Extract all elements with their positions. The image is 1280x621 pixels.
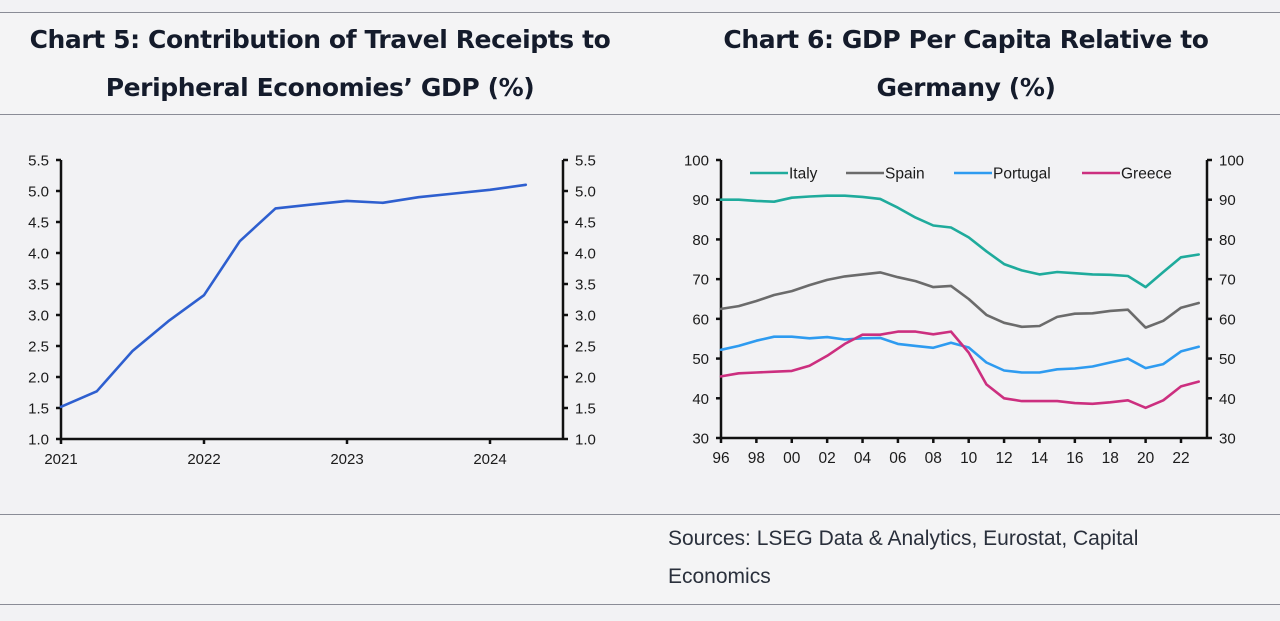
- y-tick-label-left: 70: [692, 272, 709, 289]
- chart5-svg: 1.0 1.0 1.5 1.5 2.0 2.0 2.5 2.5 3.0 3.0 3.5 3.5 4.0 4…: [28, 153, 596, 469]
- y-tick-label-left: 5.5: [28, 153, 49, 170]
- y-tick-label-right: 4.0: [575, 246, 596, 263]
- legend-label-italy: Italy: [789, 166, 818, 183]
- divider-footer-bottom: [0, 604, 1280, 605]
- x-tick-label: 18: [1102, 450, 1119, 467]
- x-tick-label: 00: [783, 450, 801, 467]
- x-tick-label: 22: [1172, 450, 1189, 467]
- y-tick-label-right: 2.0: [575, 370, 596, 387]
- y-tick-label-left: 3.0: [28, 308, 49, 325]
- x-tick-label: 16: [1066, 450, 1083, 467]
- y-tick-label-left: 2.0: [28, 370, 49, 387]
- x-tick-label: 10: [960, 450, 978, 467]
- chart5-title: Chart 5: Contribution of Travel Receipts…: [0, 14, 640, 114]
- x-tick-label: 96: [712, 450, 729, 467]
- y-tick-label-left: 100: [684, 153, 709, 170]
- x-tick-label: 06: [889, 450, 906, 467]
- sources-note: Sources: LSEG Data & Analytics, Eurostat…: [668, 520, 1268, 596]
- sources-line-1: Sources: LSEG Data & Analytics, Eurostat…: [668, 527, 1139, 550]
- y-tick-label-left: 1.5: [28, 401, 49, 418]
- series-line-travel-receipts-of-gdp: [59, 183, 528, 409]
- y-tick-label-left: 50: [692, 351, 709, 368]
- y-tick-label-left: 80: [692, 232, 709, 249]
- y-tick-label-right: 90: [1219, 192, 1236, 209]
- y-tick-label-right: 100: [1219, 153, 1244, 170]
- sources-line-2: Economics: [668, 565, 771, 588]
- chart5-title-line1: Chart 5: Contribution of Travel Receipts…: [29, 25, 611, 54]
- divider-header-bottom: [0, 114, 1280, 115]
- y-tick-label-right: 1.0: [575, 432, 596, 449]
- series-line-italy: [719, 194, 1200, 289]
- header-band: [0, 13, 1280, 114]
- series-line-greece: [719, 330, 1200, 410]
- x-tick-label: 2023: [330, 451, 363, 468]
- x-tick-label: 20: [1137, 450, 1155, 467]
- y-tick-label-right: 80: [1219, 232, 1236, 249]
- chart5-title-line2: Peripheral Economies’ GDP (%): [105, 73, 535, 102]
- y-tick-label-left: 2.5: [28, 339, 49, 356]
- y-tick-label-left: 5.0: [28, 184, 49, 201]
- footer-band: [0, 515, 1280, 604]
- x-tick-label: 02: [819, 450, 836, 467]
- y-tick-label-left: 60: [692, 311, 709, 328]
- series-line-portugal: [719, 335, 1200, 374]
- legend-label-portugal: Portugal: [993, 166, 1051, 183]
- y-tick-label-right: 5.0: [575, 184, 596, 201]
- x-tick-label: 2021: [44, 451, 77, 468]
- y-tick-label-right: 3.5: [575, 277, 596, 294]
- legend-label-spain: Spain: [885, 166, 925, 183]
- y-tick-label-left: 90: [692, 192, 709, 209]
- y-tick-label-right: 70: [1219, 272, 1236, 289]
- series-line-spain: [719, 271, 1200, 329]
- y-tick-label-right: 40: [1219, 391, 1236, 408]
- y-tick-label-right: 50: [1219, 351, 1236, 368]
- x-tick-label: 08: [925, 450, 942, 467]
- y-tick-label-right: 5.5: [575, 153, 596, 170]
- y-tick-label-left: 1.0: [28, 432, 49, 449]
- x-tick-label: 2024: [473, 451, 506, 468]
- y-tick-label-right: 30: [1219, 431, 1236, 448]
- y-tick-label-left: 40: [692, 391, 709, 408]
- chart6-title-line2: Germany (%): [876, 73, 1056, 102]
- legend-label-greece: Greece: [1121, 166, 1172, 183]
- y-tick-label-right: 2.5: [575, 339, 596, 356]
- y-tick-label-left: 30: [692, 431, 709, 448]
- x-tick-label: 04: [854, 450, 872, 467]
- divider-top: [0, 12, 1280, 13]
- chart6-title-line1: Chart 6: GDP Per Capita Relative to: [723, 25, 1209, 54]
- y-tick-label-left: 4.0: [28, 246, 49, 263]
- x-tick-label: 2022: [187, 451, 220, 468]
- x-tick-label: 98: [748, 450, 765, 467]
- y-tick-label-right: 4.5: [575, 215, 596, 232]
- y-tick-label-left: 4.5: [28, 215, 49, 232]
- y-tick-label-right: 1.5: [575, 401, 596, 418]
- divider-footer-top: [0, 514, 1280, 515]
- y-tick-label-right: 60: [1219, 311, 1236, 328]
- chart6-svg: 30 30 40 40 50 50 60 60 70 70 80 80 90 90 100 100 96 98 00…: [684, 153, 1244, 468]
- x-tick-label: 14: [1031, 450, 1049, 467]
- y-tick-label-left: 3.5: [28, 277, 49, 294]
- y-tick-label-right: 3.0: [575, 308, 596, 325]
- chart6-title: Chart 6: GDP Per Capita Relative to Germ…: [646, 14, 1280, 114]
- x-tick-label: 12: [995, 450, 1012, 467]
